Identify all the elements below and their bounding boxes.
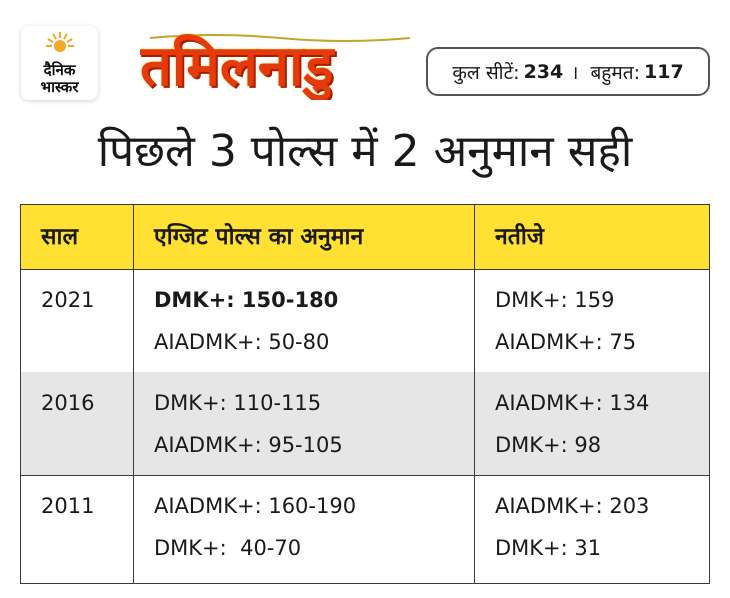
brand-logo: दैनिक भास्कर	[21, 26, 98, 100]
poll-line: DMK+: 40-70	[154, 536, 302, 560]
headline: पिछले 3 पोल्स में 2 अनुमान सही	[97, 126, 633, 177]
total-seats-value: 234	[523, 60, 564, 83]
separator: ।	[571, 61, 579, 84]
result-cell: AIADMK+: 203 DMK+: 31	[495, 485, 649, 569]
result-line: DMK+: 159	[495, 288, 615, 312]
result-cell: DMK+: 159 AIADMK+: 75	[495, 279, 636, 363]
poll-line: AIADMK+: 50-80	[154, 330, 330, 354]
poll-cell: DMK+: 110-115 AIADMK+: 95-105	[154, 382, 343, 466]
result-line: AIADMK+: 203	[495, 494, 650, 518]
table-row: 2021 DMK+: 150-180 AIADMK+: 50-80 DMK+: …	[21, 269, 709, 373]
title-decoration	[150, 34, 410, 42]
sun-icon	[46, 32, 74, 52]
result-line: DMK+: 98	[495, 433, 602, 457]
poll-line: AIADMK+: 95-105	[154, 433, 343, 457]
exit-poll-table: साल एग्जिट पोल्स का अनुमान नतीजे 2021 DM…	[20, 204, 710, 584]
header-result: नतीजे	[495, 224, 544, 250]
header-exit-poll: एग्जिट पोल्स का अनुमान	[154, 224, 364, 250]
brand-name-line1: दैनिक	[43, 61, 76, 79]
header: दैनिक भास्कर तमिलनाडु कुल सीटें: 234 । ब…	[0, 0, 730, 118]
column-divider	[133, 205, 134, 583]
year-cell: 2021	[41, 279, 94, 321]
year: 2021	[41, 288, 95, 312]
majority-value: 117	[644, 60, 684, 83]
year-cell: 2016	[41, 382, 94, 424]
result-line: DMK+: 31	[495, 536, 602, 560]
year: 2011	[41, 494, 95, 518]
column-divider	[474, 205, 475, 583]
result-line: AIADMK+: 134	[495, 391, 650, 415]
result-line: AIADMK+: 75	[495, 330, 637, 354]
poll-line: DMK+: 110-115	[154, 391, 322, 415]
seats-summary: कुल सीटें: 234 । बहुमत: 117	[426, 47, 710, 96]
poll-cell: DMK+: 150-180 AIADMK+: 50-80	[154, 279, 338, 363]
header-year: साल	[41, 224, 79, 250]
state-title: तमिलनाडु	[140, 34, 334, 99]
table-row: 2011 AIADMK+: 160-190 DMK+: 40-70 AIADMK…	[21, 475, 709, 578]
total-seats-label: कुल सीटें:	[452, 61, 520, 84]
table-header: साल एग्जिट पोल्स का अनुमान नतीजे	[21, 205, 709, 270]
result-cell: AIADMK+: 134 DMK+: 98	[495, 382, 649, 466]
poll-line: AIADMK+: 160-190	[154, 494, 357, 518]
year: 2016	[41, 391, 95, 415]
majority-label: बहुमत:	[590, 61, 640, 84]
poll-line: DMK+: 150-180	[154, 288, 339, 312]
brand-name-line2: भास्कर	[40, 78, 79, 96]
year-cell: 2011	[41, 485, 94, 527]
poll-cell: AIADMK+: 160-190 DMK+: 40-70	[154, 485, 356, 569]
table-row: 2016 DMK+: 110-115 AIADMK+: 95-105 AIADM…	[21, 372, 709, 476]
